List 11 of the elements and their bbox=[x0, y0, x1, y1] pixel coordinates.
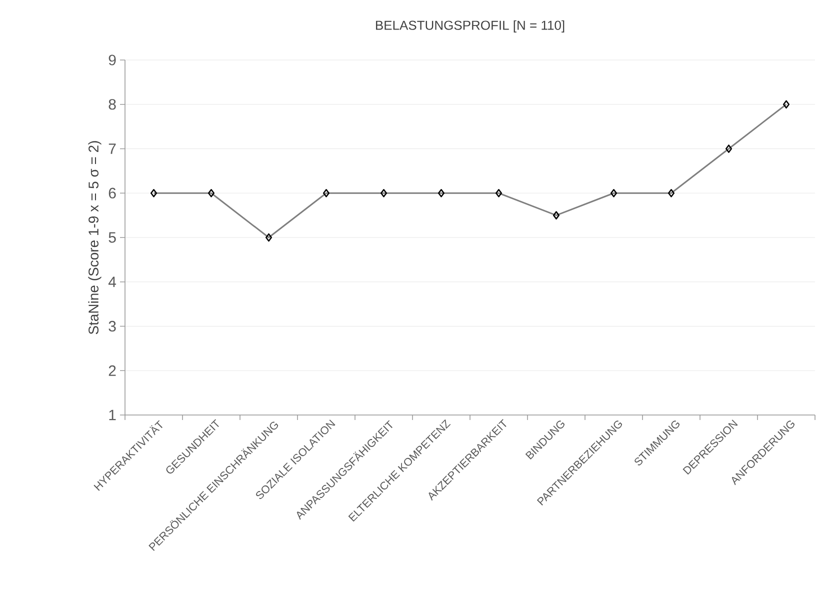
y-tick-label: 8 bbox=[108, 99, 116, 110]
y-tick-label: 1 bbox=[109, 410, 116, 420]
y-tick-label: 5 bbox=[108, 232, 116, 243]
y-tick-label: 6 bbox=[108, 188, 116, 198]
y-tick-label: 2 bbox=[108, 365, 116, 376]
y-tick-label: 3 bbox=[108, 320, 116, 332]
y-axis-title: StaNine (Score 1-9 x = 5 σ = 2) bbox=[88, 141, 102, 334]
y-tick-label: 4 bbox=[108, 276, 116, 288]
chart-title: BELASTUNGSPROFIL [N = 110] bbox=[376, 20, 564, 32]
y-tick-label: 9 bbox=[108, 54, 116, 66]
y-tick-label: 7 bbox=[108, 144, 116, 154]
